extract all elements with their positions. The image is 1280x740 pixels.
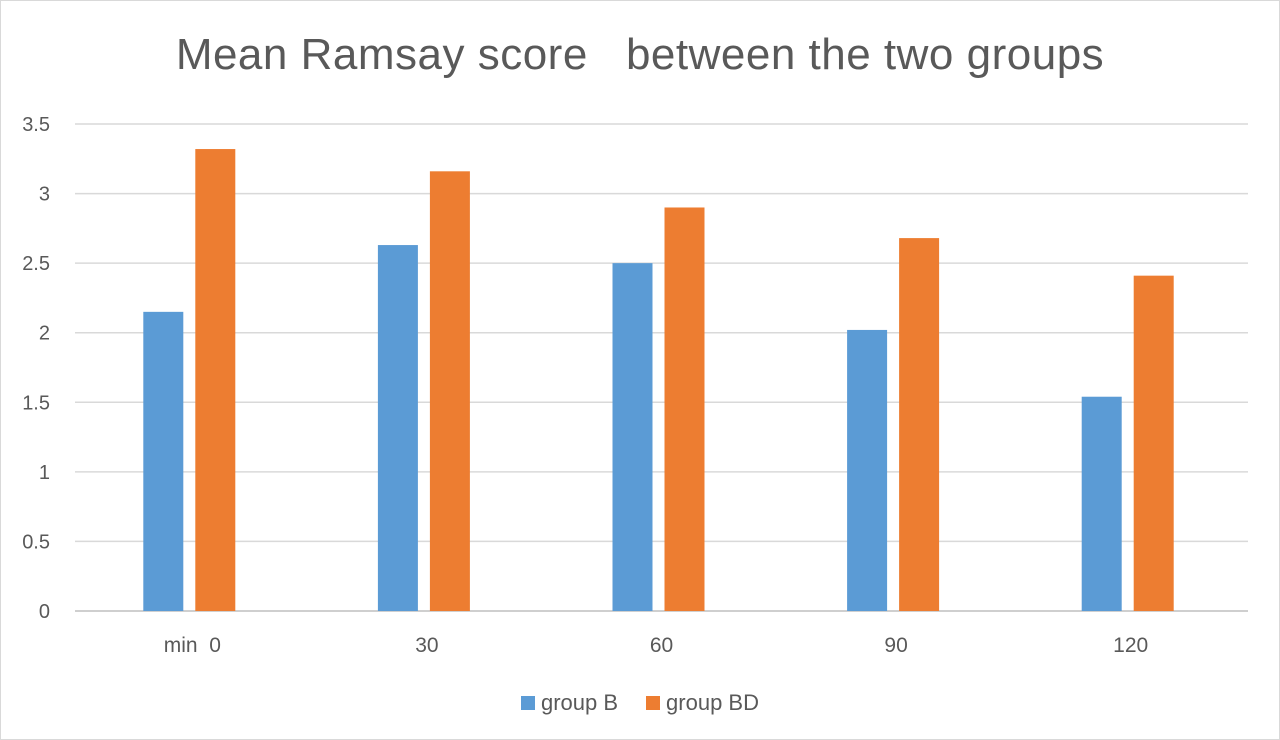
x-axis-ticks: min 0 30 60 90 120 bbox=[164, 634, 1149, 657]
x-tick-label: 90 bbox=[884, 634, 907, 657]
y-tick-label: 2 bbox=[39, 323, 50, 345]
y-tick-label: 1.5 bbox=[22, 392, 50, 414]
bar-group-b-3 bbox=[847, 329, 888, 611]
chart-title: Mean Ramsay score between the two groups bbox=[175, 30, 1105, 79]
bar-group-bd-1 bbox=[429, 171, 470, 611]
legend-label: group BD bbox=[666, 690, 759, 715]
bar-group-b-1 bbox=[377, 245, 418, 611]
legend-item: group BD bbox=[646, 690, 759, 716]
y-tick-label: 3 bbox=[39, 184, 50, 206]
bar-group-bd-4 bbox=[1133, 275, 1174, 611]
legend: group B group BD bbox=[0, 690, 1280, 716]
legend-item: group B bbox=[520, 690, 619, 716]
bar-group-bd-3 bbox=[899, 238, 940, 611]
bar-group-b-2 bbox=[612, 263, 653, 611]
x-tick-label: min 0 bbox=[164, 634, 221, 657]
legend-swatch bbox=[646, 696, 661, 710]
bar-group-bd-2 bbox=[664, 207, 705, 611]
y-tick-label: 2.5 bbox=[22, 253, 50, 275]
y-tick-label: 0 bbox=[39, 601, 50, 623]
bars bbox=[143, 149, 1174, 611]
x-tick-label: 60 bbox=[650, 634, 673, 657]
bar-group-bd-0 bbox=[195, 149, 236, 611]
y-tick-label: 1 bbox=[39, 462, 50, 484]
y-tick-label: 3.5 bbox=[22, 114, 50, 136]
legend-label: group B bbox=[540, 690, 619, 715]
y-axis-ticks: 0 0.5 1 1.5 2 2.5 3 3.5 bbox=[22, 114, 50, 623]
bar-group-b-0 bbox=[143, 311, 184, 611]
bar-group-b-4 bbox=[1081, 396, 1122, 611]
legend-swatch bbox=[520, 696, 535, 710]
x-tick-label: 30 bbox=[415, 634, 438, 657]
gridlines bbox=[75, 123, 1248, 612]
x-tick-label: 120 bbox=[1113, 634, 1148, 657]
y-tick-label: 0.5 bbox=[22, 531, 50, 553]
